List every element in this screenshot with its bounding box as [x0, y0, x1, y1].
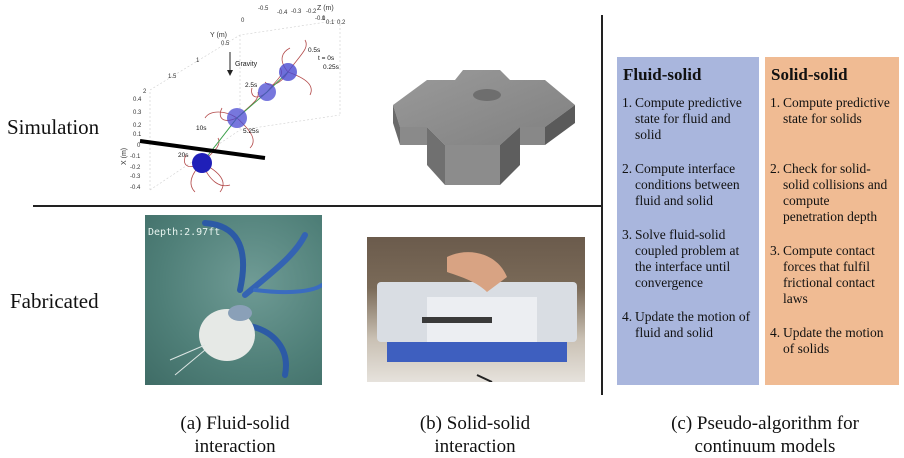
plot-grid — [149, 19, 341, 191]
block-side-face — [393, 105, 400, 145]
fluid-solid-steps: 1. Compute predictive state for fluid and… — [617, 95, 759, 341]
fluid-solid-algorithm-panel: Fluid-solid 1. Compute predictive state f… — [617, 57, 759, 385]
block-front-face — [445, 145, 500, 185]
fluid-solid-robot-photo: Depth:2.97ft — [145, 215, 322, 385]
block-top-face — [393, 70, 575, 145]
time-label: 10s — [196, 125, 207, 132]
algorithm-step: 2. Compute interface conditions between f… — [622, 161, 740, 208]
x-tick: 0.2 — [133, 123, 142, 129]
x-tick: 0.1 — [133, 132, 142, 138]
sphere-marker — [279, 63, 297, 81]
x-tick: 0 — [137, 143, 141, 149]
algorithm-step: 2. Check for solid-solid collisions and c… — [770, 161, 888, 224]
z-tick: -0.1 — [315, 16, 326, 22]
row-label-fabricated: Fabricated — [10, 289, 99, 313]
time-label: 0.5s — [308, 47, 321, 54]
finger-shape — [447, 252, 507, 292]
sphere-marker — [227, 108, 247, 128]
sphere-marker — [192, 153, 212, 173]
x-tick: -0.2 — [130, 165, 141, 171]
robot-body — [199, 309, 255, 361]
gravity-label: Gravity — [235, 61, 258, 68]
solid-solid-contact-photo — [367, 237, 585, 382]
block-side-face — [545, 105, 575, 145]
trajectory-line — [201, 71, 289, 164]
z-tick: 0.1 — [326, 20, 335, 26]
x-tick: -0.4 — [130, 185, 141, 191]
caption-b: (b) Solid-solid interaction — [419, 413, 531, 457]
vertical-divider — [601, 15, 603, 395]
solid-contact-simulation-shape — [393, 70, 575, 185]
solid-solid-title: Solid-solid — [771, 65, 848, 84]
block-side-face — [427, 127, 445, 185]
block-side-face — [400, 127, 427, 145]
indentation-mark — [473, 89, 501, 101]
x-tick: 0.4 — [133, 97, 142, 103]
caption-a: (a) Fluid-solid interaction — [180, 413, 290, 457]
block-side-face — [520, 127, 545, 145]
time-label: t = 0s — [318, 55, 335, 62]
z-tick: 0.2 — [337, 20, 346, 26]
z-axis-label: Z (m) — [317, 5, 334, 12]
depth-overlay-text: Depth:2.97ft — [148, 227, 221, 238]
y-tick: 1 — [196, 58, 200, 64]
algorithm-step: 3. Compute contact forces that fulfil fri… — [770, 243, 875, 306]
block-side-face — [500, 127, 520, 185]
solid-solid-steps: 1. Compute predictive state for solids 2.… — [765, 95, 899, 357]
solid-solid-algorithm-panel: Solid-solid 1. Compute predictive state f… — [765, 57, 899, 385]
y-tick: 0 — [241, 18, 245, 24]
y-tick: 1.5 — [168, 74, 177, 80]
reference-bar — [139, 139, 266, 160]
z-tick: -0.2 — [306, 9, 317, 15]
z-tick: 0 — [322, 16, 326, 22]
algorithm-step: 4. Update the motion of solids — [770, 325, 884, 356]
time-label: 20s — [178, 152, 189, 159]
algorithm-step: 1. Compute predictive state for solids — [770, 95, 890, 126]
y-tick: 0.5 — [221, 41, 230, 47]
x-axis-label: X (m) — [121, 148, 128, 165]
z-tick: -0.3 — [291, 9, 302, 15]
algorithm-step: 1. Compute predictive state for fluid and… — [622, 95, 742, 142]
simulation-trajectory-plot: Y (m) Z (m) X (m) -0.5 -0.4 -0.3 -0.2 -0… — [121, 5, 346, 193]
z-tick: -0.5 — [258, 6, 269, 12]
algorithm-step: 4. Update the motion of fluid and solid — [622, 309, 751, 340]
z-tick: -0.4 — [277, 10, 288, 16]
algorithm-step: 3. Solve fluid-solid coupled problem at t… — [622, 227, 740, 290]
contact-device-illustration — [377, 252, 577, 382]
robot-illustration — [169, 220, 322, 378]
y-tick: 2 — [143, 89, 147, 95]
sphere-marker — [258, 83, 276, 101]
gravity-arrow-head — [227, 70, 233, 76]
y-axis-label: Y (m) — [210, 32, 227, 39]
row-label-simulation: Simulation — [7, 115, 100, 139]
time-label: 5.25s — [243, 128, 260, 135]
time-label: 2.5s — [245, 82, 258, 89]
time-label: 0.25s — [323, 64, 340, 71]
x-tick: -0.3 — [130, 174, 141, 180]
x-tick: -0.1 — [130, 154, 141, 160]
x-tick: 0.3 — [133, 110, 142, 116]
caption-c: (c) Pseudo-algorithm for continuum model… — [671, 413, 859, 457]
fluid-solid-title: Fluid-solid — [623, 65, 702, 84]
horizontal-divider — [33, 205, 603, 207]
